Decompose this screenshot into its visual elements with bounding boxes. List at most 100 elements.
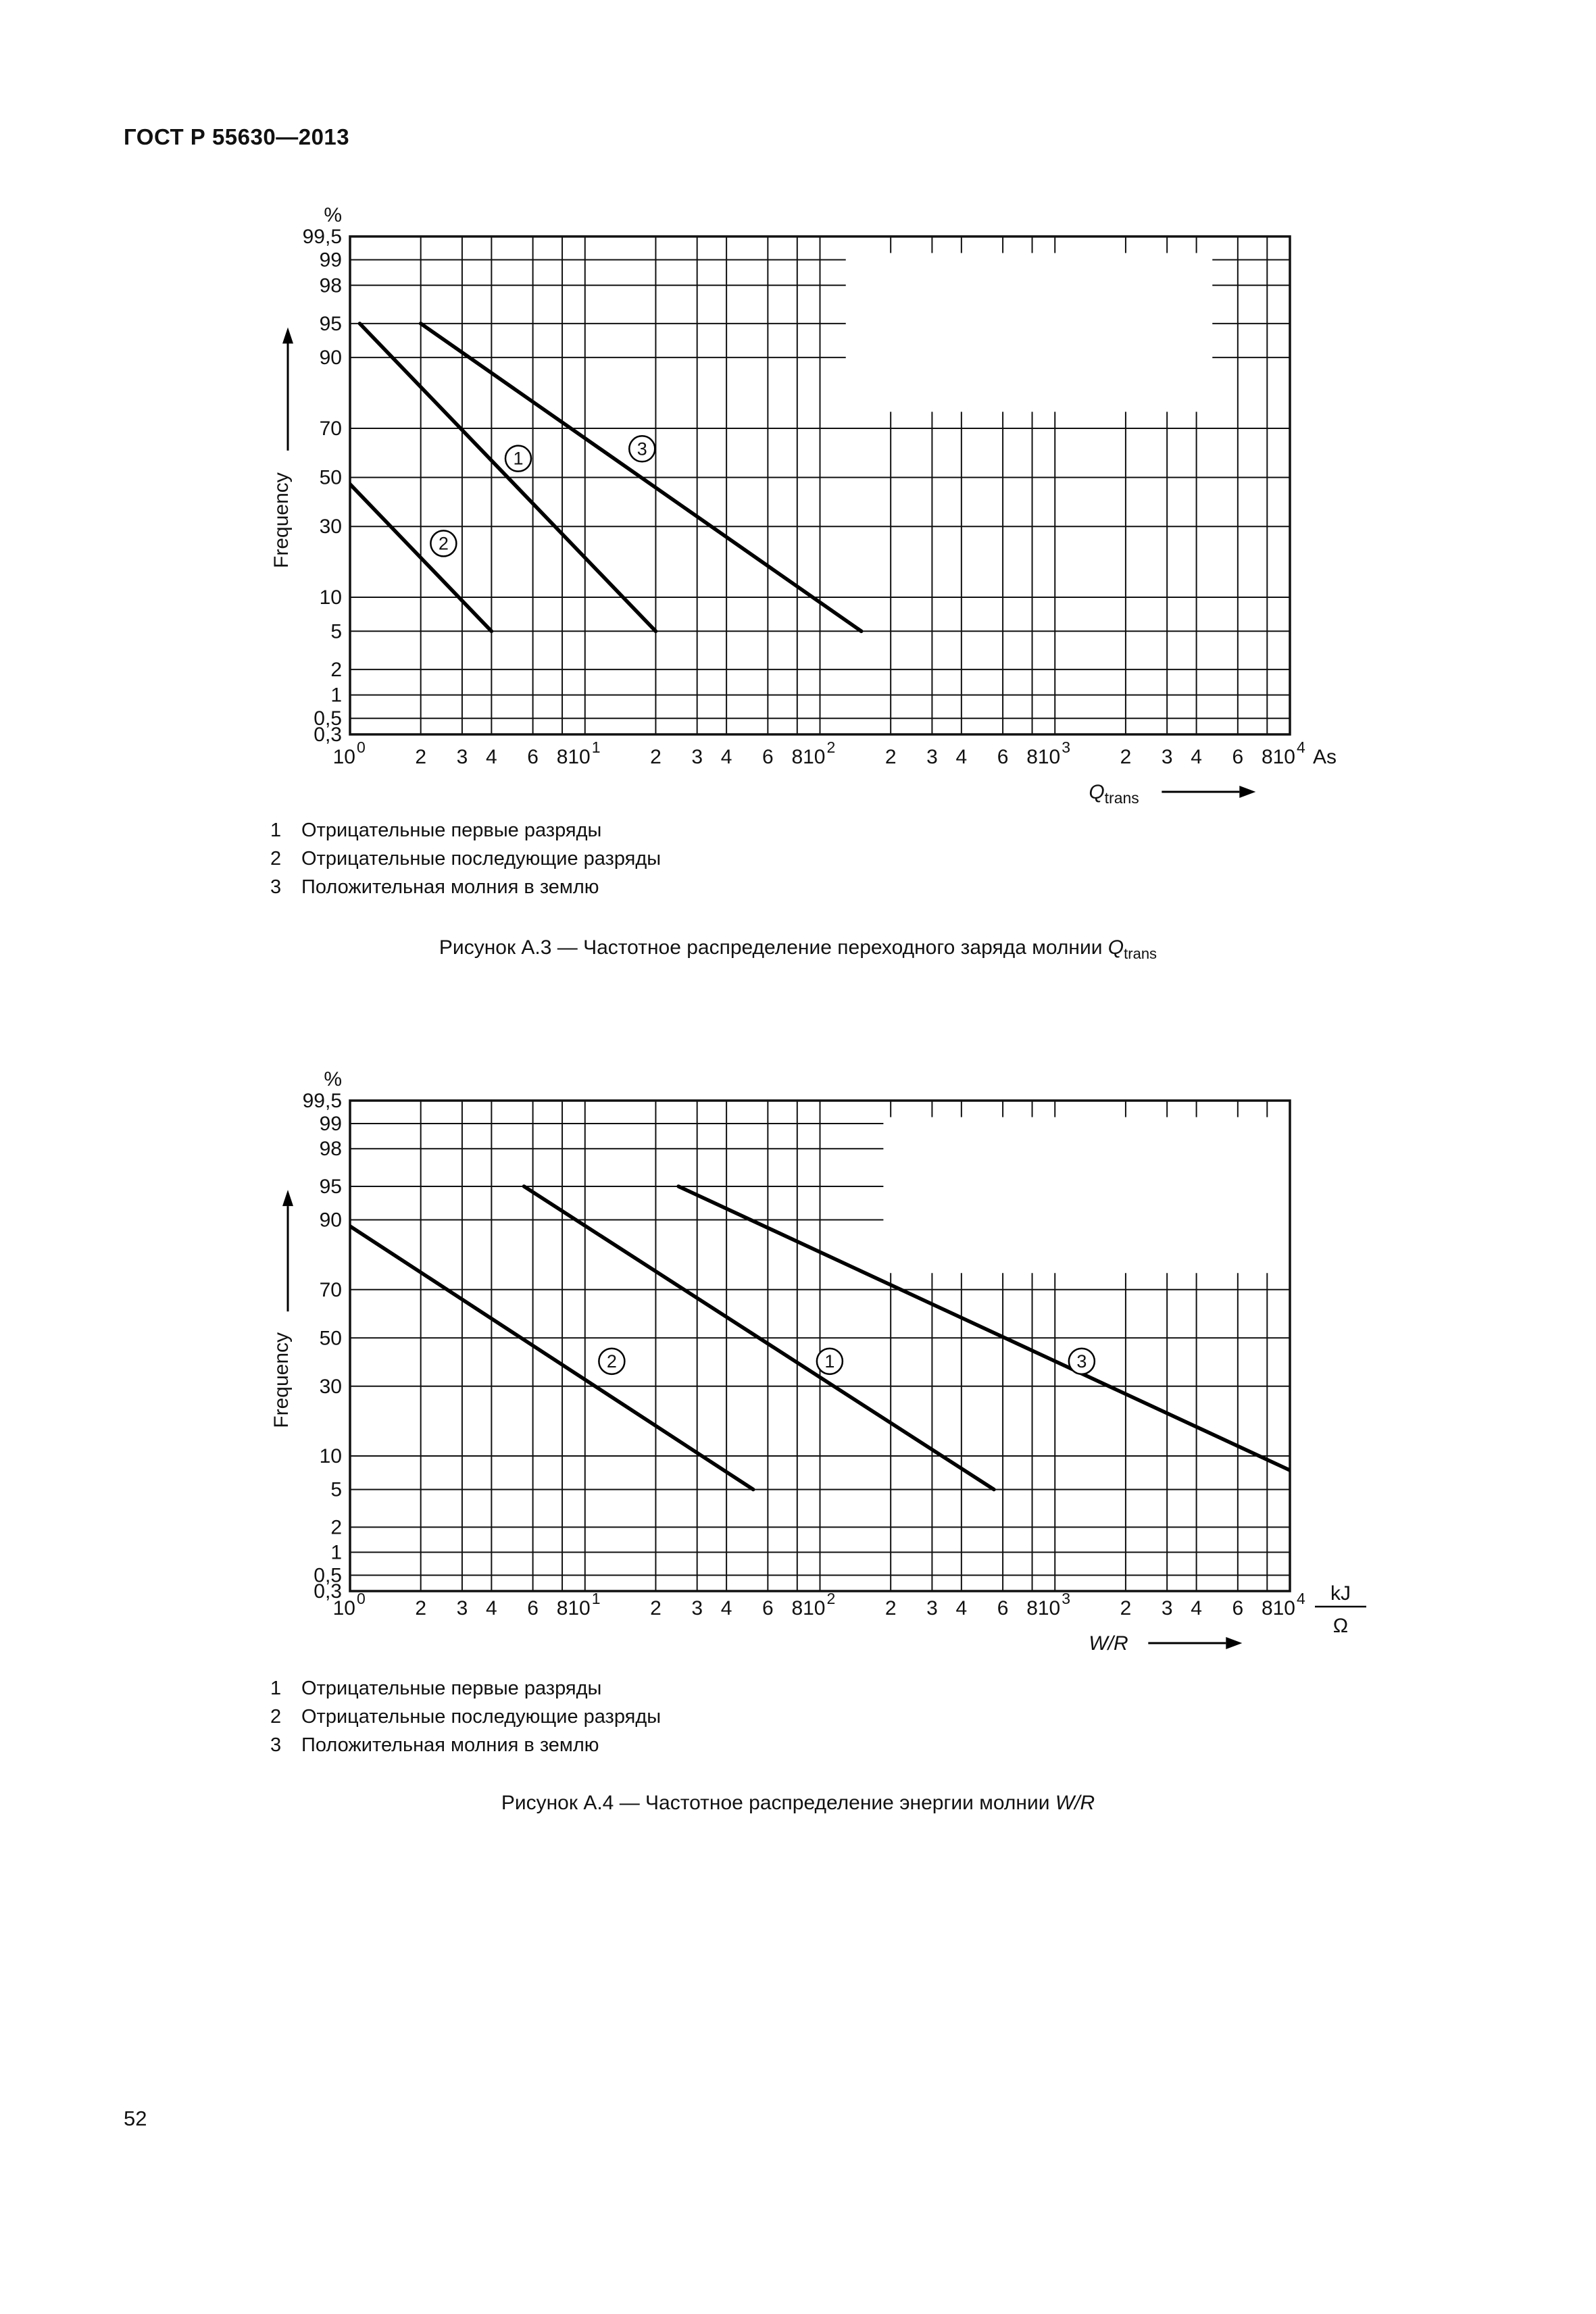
svg-text:8: 8 [1026, 746, 1038, 768]
svg-text:10: 10 [333, 1597, 355, 1619]
svg-text:99: 99 [320, 1113, 342, 1135]
svg-text:4: 4 [1297, 1590, 1305, 1607]
svg-text:99,5: 99,5 [303, 1090, 342, 1112]
svg-text:%: % [324, 204, 342, 226]
legend-item: 3 Положительная молния в землю [270, 1731, 661, 1759]
svg-text:3: 3 [457, 746, 468, 768]
svg-text:10: 10 [803, 746, 825, 768]
svg-text:70: 70 [320, 418, 342, 440]
svg-text:2: 2 [650, 1597, 662, 1619]
figure-a3-legend: 1 Отрицательные первые разряды 2 Отрицател… [270, 816, 661, 901]
svg-text:6: 6 [1232, 746, 1244, 768]
svg-text:0: 0 [357, 738, 366, 756]
legend-item-number: 1 [270, 820, 282, 841]
svg-text:2: 2 [885, 1597, 897, 1619]
svg-text:2: 2 [827, 738, 836, 756]
svg-text:Frequency: Frequency [270, 1332, 293, 1428]
svg-text:1: 1 [592, 1590, 601, 1607]
svg-text:kJ: kJ [1330, 1582, 1351, 1605]
legend-item-label: Положительная молния в землю [301, 1734, 599, 1756]
legend-item-label: Отрицательные последующие разряды [301, 848, 662, 870]
svg-text:50: 50 [320, 467, 342, 489]
svg-text:4: 4 [721, 1597, 732, 1619]
figure-a3-chart: 12399,599989590705030105210,50,3%Frequen… [270, 204, 1337, 807]
svg-text:8: 8 [1026, 1597, 1038, 1619]
svg-text:6: 6 [997, 746, 1009, 768]
svg-text:3: 3 [1076, 1351, 1087, 1372]
svg-text:Ω: Ω [1333, 1615, 1348, 1637]
svg-text:4: 4 [1191, 1597, 1202, 1619]
svg-text:99: 99 [320, 249, 342, 272]
svg-text:90: 90 [320, 347, 342, 369]
svg-text:3: 3 [926, 1597, 938, 1619]
svg-text:90: 90 [320, 1209, 342, 1232]
figure-a4-chart: 12 399,599989590705030105210,50,3%Frequen… [270, 1068, 1366, 1655]
svg-text:30: 30 [320, 515, 342, 538]
svg-text:1: 1 [513, 449, 523, 469]
legend-item: 2 Отрицательные последующие разряды [270, 845, 661, 873]
legend-item-number: 2 [270, 1706, 282, 1728]
svg-text:1: 1 [824, 1351, 834, 1372]
svg-text:10: 10 [1273, 1597, 1295, 1619]
svg-text:10: 10 [568, 1597, 590, 1619]
svg-text:1: 1 [330, 1542, 342, 1564]
svg-text:3: 3 [1162, 746, 1173, 768]
svg-text:10: 10 [1273, 746, 1295, 768]
figure-a4-caption: Рисунок А.4 — Частотное распределение эн… [0, 1792, 1596, 1815]
svg-text:1: 1 [330, 684, 342, 707]
legend-item-number: 3 [270, 1734, 282, 1756]
svg-text:10: 10 [1038, 746, 1060, 768]
svg-text:3: 3 [637, 438, 647, 459]
svg-text:2: 2 [330, 1516, 342, 1538]
svg-text:0,5: 0,5 [314, 707, 342, 730]
svg-text:W/R: W/R [1089, 1632, 1128, 1655]
caption-text: Рисунок А.4 — Частотное распределение эн… [501, 1792, 1055, 1814]
svg-text:Qtrans: Qtrans [1089, 781, 1139, 807]
legend-item: 2 Отрицательные последующие разряды [270, 1703, 661, 1731]
svg-text:4: 4 [486, 1597, 497, 1619]
document-number: ГОСТ Р 55630—2013 [124, 124, 350, 149]
legend-item: 3 Положительная молния в землю [270, 873, 661, 901]
svg-text:8: 8 [1262, 746, 1273, 768]
svg-text:3: 3 [691, 746, 703, 768]
legend-item-number: 2 [270, 848, 282, 870]
svg-text:10: 10 [1038, 1597, 1060, 1619]
figure-a3-caption: Рисунок А.3 — Частотное распределение пе… [0, 936, 1596, 963]
caption-symbol-subscript: trans [1124, 945, 1157, 962]
svg-text:4: 4 [721, 746, 732, 768]
svg-text:4: 4 [486, 746, 497, 768]
svg-text:6: 6 [762, 746, 774, 768]
svg-text:2: 2 [885, 746, 897, 768]
svg-text:99,5: 99,5 [303, 226, 342, 248]
svg-text:4: 4 [956, 1597, 968, 1619]
svg-text:1: 1 [592, 738, 601, 756]
svg-text:98: 98 [320, 1138, 342, 1160]
svg-text:6: 6 [1232, 1597, 1244, 1619]
svg-text:2: 2 [415, 746, 426, 768]
svg-text:5: 5 [330, 620, 342, 643]
svg-text:4: 4 [956, 746, 968, 768]
svg-text:10: 10 [568, 746, 590, 768]
svg-text:Frequency: Frequency [270, 472, 293, 568]
caption-symbol: W/R [1055, 1792, 1095, 1814]
svg-text:2: 2 [1120, 1597, 1132, 1619]
caption-symbol: Q [1107, 936, 1124, 959]
legend-item-label: Отрицательные первые разряды [301, 820, 602, 841]
svg-text:3: 3 [457, 1597, 468, 1619]
svg-text:95: 95 [320, 1176, 342, 1198]
svg-text:2: 2 [607, 1351, 617, 1372]
svg-text:3: 3 [1062, 738, 1070, 756]
svg-text:2: 2 [415, 1597, 426, 1619]
svg-text:8: 8 [791, 746, 803, 768]
page-number: 52 [124, 2107, 147, 2130]
svg-text:10: 10 [803, 1597, 825, 1619]
svg-text:8: 8 [791, 1597, 803, 1619]
svg-text:6: 6 [997, 1597, 1009, 1619]
svg-text:4: 4 [1297, 738, 1305, 756]
svg-text:0,3: 0,3 [314, 724, 342, 746]
svg-text:2: 2 [650, 746, 662, 768]
svg-text:95: 95 [320, 313, 342, 335]
svg-text:6: 6 [762, 1597, 774, 1619]
svg-text:%: % [324, 1068, 342, 1090]
svg-text:8: 8 [1262, 1597, 1273, 1619]
